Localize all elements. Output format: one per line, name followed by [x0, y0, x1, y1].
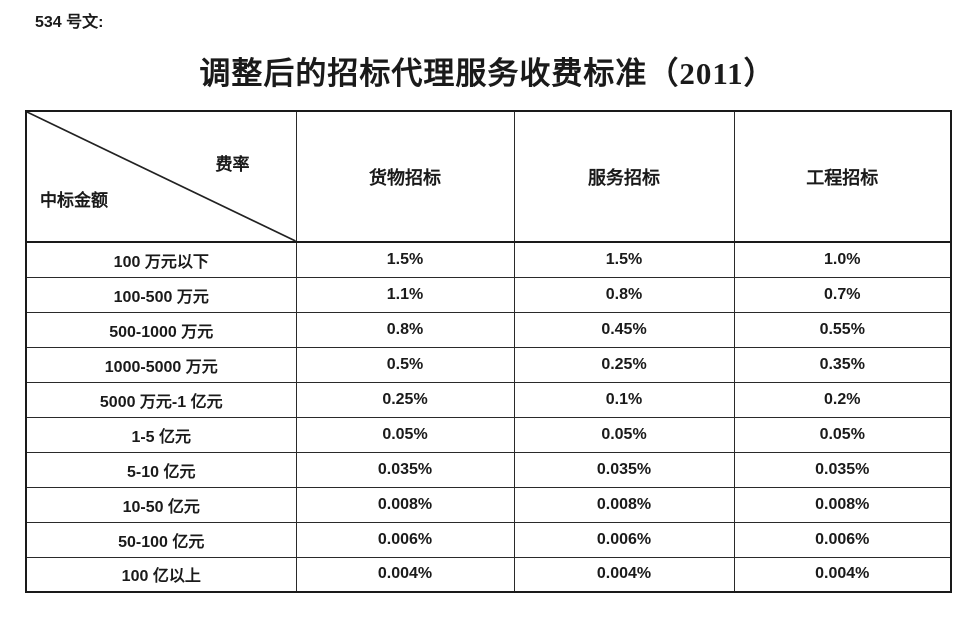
amount-tier-cell: 100 亿以上 [25, 556, 297, 593]
table-row: 5-10 亿元 0.035% 0.035% 0.035% [25, 451, 952, 488]
table-row: 100-500 万元 1.1% 0.8% 0.7% [25, 276, 952, 313]
rate-value-cell: 0.25% [513, 346, 735, 383]
corner-cell: 费率 中标金额 [25, 110, 297, 243]
rate-value-cell: 0.7% [733, 276, 952, 313]
rate-value-cell: 0.05% [733, 416, 952, 453]
amount-tier-cell: 10-50 亿元 [25, 486, 297, 523]
rate-value-cell: 0.5% [295, 346, 515, 383]
header-row: 费率 中标金额 货物招标 服务招标 工程招标 [25, 110, 952, 243]
amount-tier-cell: 5000 万元-1 亿元 [25, 381, 297, 418]
rate-value-cell: 0.35% [733, 346, 952, 383]
rate-value-cell: 0.05% [513, 416, 735, 453]
fee-table: 费率 中标金额 货物招标 服务招标 工程招标 100 万元以下 1.5% 1.5% 1… [25, 110, 952, 593]
column-header-service-bidding: 服务招标 [513, 110, 735, 243]
page-title: 调整后的招标代理服务收费标准（2011） [199, 56, 776, 91]
amount-tier-cell: 100 万元以下 [25, 241, 297, 278]
corner-label-amount: 中标金额 [40, 191, 108, 210]
rate-value-cell: 1.5% [295, 241, 515, 278]
amount-tier-cell: 5-10 亿元 [25, 451, 297, 488]
rate-value-cell: 0.006% [513, 521, 735, 558]
rate-value-cell: 1.5% [513, 241, 735, 278]
amount-tier-cell: 50-100 亿元 [25, 521, 297, 558]
rate-value-cell: 0.25% [295, 381, 515, 418]
column-header-goods-bidding: 货物招标 [295, 110, 515, 243]
rate-value-cell: 1.1% [295, 276, 515, 313]
rate-value-cell: 0.004% [733, 556, 952, 593]
corner-label-rate: 费率 [215, 155, 250, 174]
table-row: 100 万元以下 1.5% 1.5% 1.0% [25, 241, 952, 278]
rate-value-cell: 0.008% [733, 486, 952, 523]
rate-value-cell: 0.006% [295, 521, 515, 558]
rate-value-cell: 0.45% [513, 311, 735, 348]
table-row: 50-100 亿元 0.006% 0.006% 0.006% [25, 521, 952, 558]
rate-value-cell: 0.035% [733, 451, 952, 488]
rate-value-cell: 0.8% [295, 311, 515, 348]
table-row: 100 亿以上 0.004% 0.004% 0.004% [25, 556, 952, 593]
amount-tier-cell: 1000-5000 万元 [25, 346, 297, 383]
rate-value-cell: 0.004% [295, 556, 515, 593]
rate-value-cell: 0.035% [513, 451, 735, 488]
diagonal-divider-line [27, 112, 295, 240]
rate-value-cell: 0.004% [513, 556, 735, 593]
rate-value-cell: 1.0% [733, 241, 952, 278]
table-row: 1000-5000 万元 0.5% 0.25% 0.35% [25, 346, 952, 383]
table-row: 5000 万元-1 亿元 0.25% 0.1% 0.2% [25, 381, 952, 418]
amount-tier-cell: 500-1000 万元 [25, 311, 297, 348]
rate-value-cell: 0.55% [733, 311, 952, 348]
rate-value-cell: 0.8% [513, 276, 735, 313]
table-row: 1-5 亿元 0.05% 0.05% 0.05% [25, 416, 952, 453]
rate-value-cell: 0.2% [733, 381, 952, 418]
rate-value-cell: 0.05% [295, 416, 515, 453]
fee-table-body: 100 万元以下 1.5% 1.5% 1.0% 100-500 万元 1.1% 0.8% 0.… [25, 241, 952, 593]
column-header-engineering-bidding: 工程招标 [733, 110, 952, 243]
table-row: 500-1000 万元 0.8% 0.45% 0.55% [25, 311, 952, 348]
doc-number-label: 534 号文: [35, 14, 104, 31]
table-row: 10-50 亿元 0.008% 0.008% 0.008% [25, 486, 952, 523]
rate-value-cell: 0.1% [513, 381, 735, 418]
rate-value-cell: 0.008% [513, 486, 735, 523]
amount-tier-cell: 100-500 万元 [25, 276, 297, 313]
amount-tier-cell: 1-5 亿元 [25, 416, 297, 453]
rate-value-cell: 0.008% [295, 486, 515, 523]
rate-value-cell: 0.035% [295, 451, 515, 488]
rate-value-cell: 0.006% [733, 521, 952, 558]
